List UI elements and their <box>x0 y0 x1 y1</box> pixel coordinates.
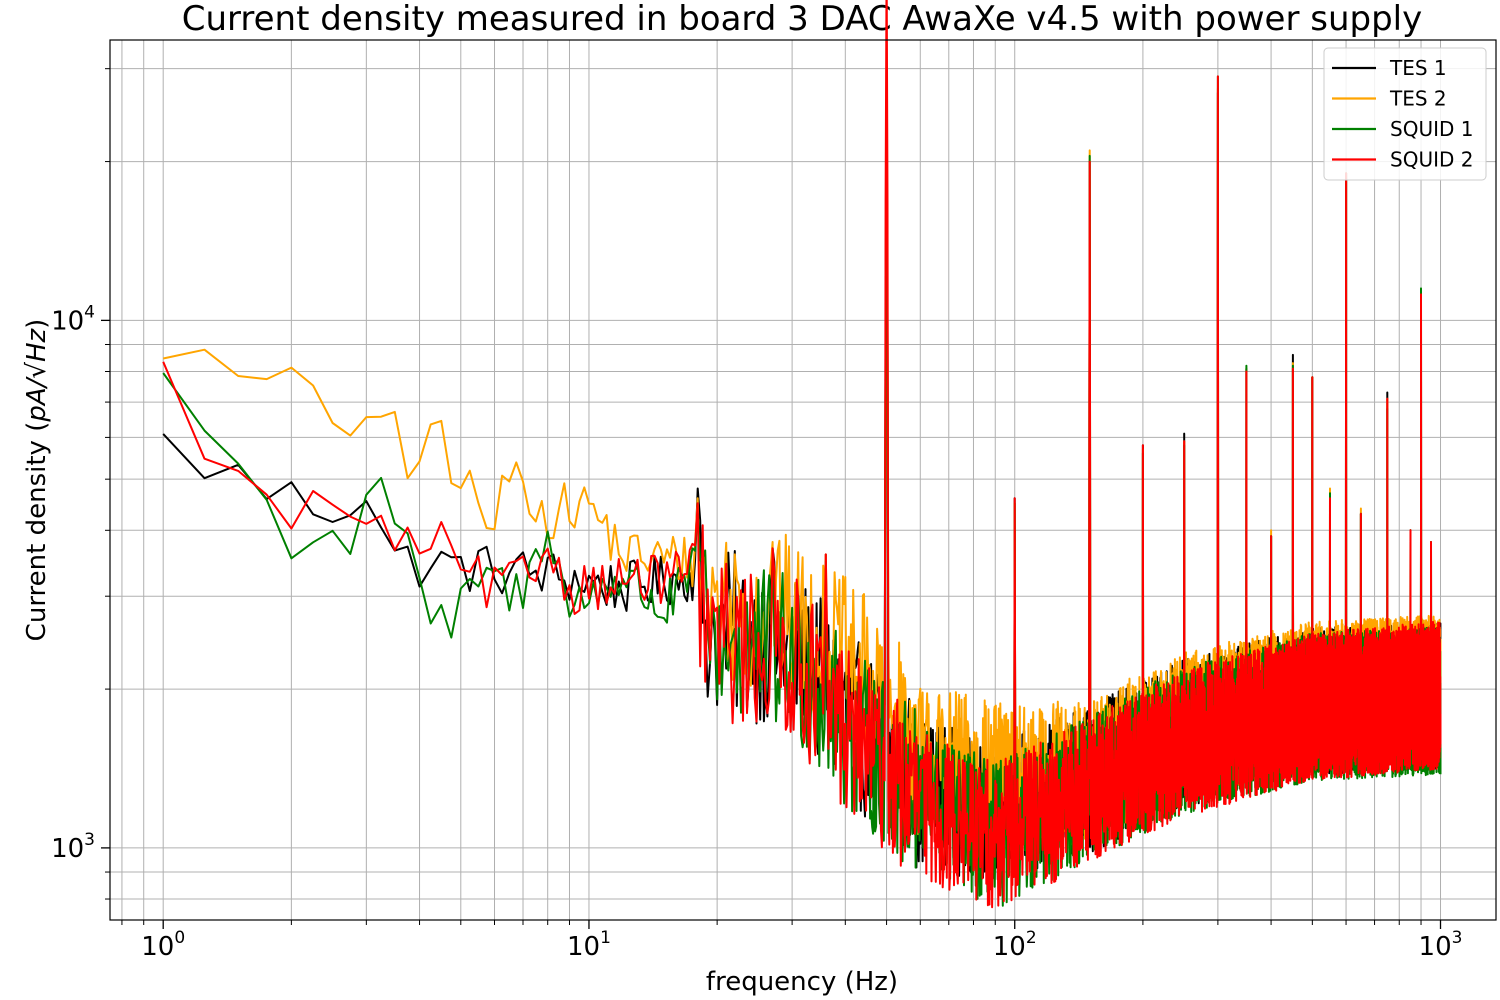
y-tick-label: 104 <box>51 302 95 336</box>
x-axis-ticks: 100 101 102 103 <box>121 920 1463 962</box>
legend-label: TES 2 <box>1389 87 1447 111</box>
series-lines <box>162 0 1442 909</box>
plot-frame <box>109 39 1497 921</box>
y-axis-label-prefix: Current density ( <box>22 422 52 642</box>
x-tick-label: 103 <box>1419 928 1463 962</box>
series-line-squid-2 <box>162 0 1442 909</box>
y-axis-label: Current density (pA/√Hz) <box>22 319 52 642</box>
legend-label: SQUID 1 <box>1390 117 1473 141</box>
y-tick-label: 103 <box>51 830 95 864</box>
y-axis-label-suffix: ) <box>22 319 52 329</box>
legend-label: SQUID 2 <box>1390 148 1473 172</box>
legend: TES 1 TES 2 SQUID 1 SQUID 2 <box>1323 47 1487 181</box>
x-tick-label: 102 <box>993 928 1037 962</box>
y-axis-label-math: pA/√Hz <box>22 327 52 422</box>
grid-lines <box>110 40 1496 920</box>
x-axis-label: frequency (Hz) <box>706 967 898 997</box>
x-tick-label: 100 <box>141 928 185 962</box>
chart-title: Current density measured in board 3 DAC … <box>182 0 1423 39</box>
legend-label: TES 1 <box>1389 56 1447 80</box>
x-tick-label: 101 <box>567 928 611 962</box>
y-axis-ticks: 103 104 <box>51 68 110 900</box>
legend-box <box>1323 47 1487 181</box>
